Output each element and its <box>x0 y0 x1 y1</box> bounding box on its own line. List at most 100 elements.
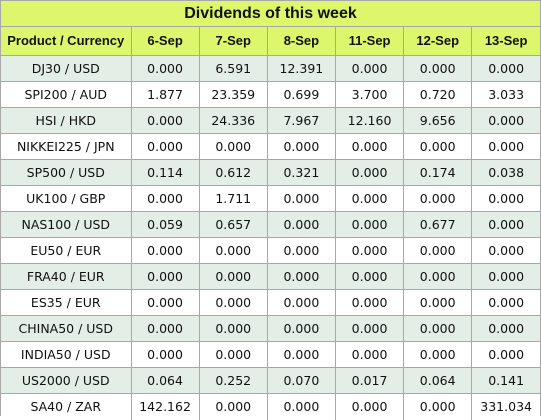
dividend-value-cell: 0.000 <box>198 236 268 264</box>
dividend-value-cell: 0.000 <box>198 262 268 290</box>
dividend-value-cell: 0.000 <box>130 314 200 342</box>
column-header-date: 8-Sep <box>266 27 336 56</box>
column-header-date: 7-Sep <box>198 27 268 56</box>
dividend-value-cell: 0.070 <box>266 366 336 394</box>
dividends-table: Product / Currency 6-Sep 7-Sep 8-Sep 11-… <box>1 27 540 420</box>
table-row: US2000 / USD 0.064 0.252 0.070 0.017 0.064 0.1… <box>1 366 540 394</box>
dividend-value-cell: 0.114 <box>130 158 200 186</box>
dividend-value-cell: 0.000 <box>198 314 268 342</box>
dividend-value-cell: 0.677 <box>403 210 473 238</box>
dividend-value-cell: 0.000 <box>471 262 540 290</box>
product-cell: ES35 / EUR <box>1 288 132 316</box>
dividend-value-cell: 0.000 <box>471 106 540 134</box>
dividend-value-cell: 0.000 <box>266 236 336 264</box>
dividend-value-cell: 3.700 <box>334 80 405 108</box>
dividend-value-cell: 0.000 <box>130 184 200 212</box>
dividend-value-cell: 0.064 <box>130 366 200 394</box>
dividend-value-cell: 0.657 <box>198 210 268 238</box>
dividend-value-cell: 0.000 <box>403 340 473 368</box>
dividend-value-cell: 3.033 <box>471 80 540 108</box>
table-body: DJ30 / USD 0.000 6.591 12.391 0.000 0.000 0.00… <box>1 54 540 420</box>
table-row: NAS100 / USD 0.059 0.657 0.000 0.000 0.677 0.0… <box>1 210 540 238</box>
dividend-value-cell: 0.000 <box>198 340 268 368</box>
dividend-value-cell: 7.967 <box>266 106 336 134</box>
dividend-value-cell: 0.252 <box>198 366 268 394</box>
table-row: DJ30 / USD 0.000 6.591 12.391 0.000 0.000 0.00… <box>1 54 540 82</box>
table-row: NIKKEI225 / JPN 0.000 0.000 0.000 0.000 0.000… <box>1 132 540 160</box>
dividend-value-cell: 0.000 <box>130 132 200 160</box>
dividend-value-cell: 0.000 <box>334 314 405 342</box>
product-cell: NIKKEI225 / JPN <box>1 132 132 160</box>
dividend-value-cell: 0.000 <box>334 184 405 212</box>
dividend-value-cell: 0.000 <box>266 314 336 342</box>
dividend-value-cell: 0.000 <box>130 262 200 290</box>
dividend-value-cell: 12.160 <box>334 106 405 134</box>
dividend-value-cell: 0.000 <box>266 288 336 316</box>
dividend-value-cell: 0.000 <box>266 340 336 368</box>
dividend-value-cell: 0.720 <box>403 80 473 108</box>
dividend-value-cell: 0.000 <box>403 288 473 316</box>
dividend-value-cell: 0.000 <box>334 210 405 238</box>
dividend-value-cell: 0.017 <box>334 366 405 394</box>
table-row: SPI200 / AUD 1.877 23.359 0.699 3.700 0.720 3.… <box>1 80 540 108</box>
table-row: INDIA50 / USD 0.000 0.000 0.000 0.000 0.000 0.… <box>1 340 540 368</box>
dividend-value-cell: 0.000 <box>334 262 405 290</box>
table-row: CHINA50 / USD 0.000 0.000 0.000 0.000 0.000 0.… <box>1 314 540 342</box>
table-row: FRA40 / EUR 0.000 0.000 0.000 0.000 0.000 0.00… <box>1 262 540 290</box>
dividend-value-cell: 0.000 <box>403 184 473 212</box>
product-cell: SA40 / ZAR <box>1 392 132 420</box>
dividend-value-cell: 0.000 <box>334 288 405 316</box>
dividend-value-cell: 0.000 <box>471 54 540 82</box>
dividend-value-cell: 24.336 <box>198 106 268 134</box>
column-header-date: 13-Sep <box>471 27 540 56</box>
dividend-value-cell: 23.359 <box>198 80 268 108</box>
table-row: UK100 / GBP 0.000 1.711 0.000 0.000 0.000 0.00… <box>1 184 540 212</box>
dividend-value-cell: 6.591 <box>198 54 268 82</box>
column-header-date: 12-Sep <box>403 27 473 56</box>
dividend-value-cell: 0.000 <box>130 106 200 134</box>
product-cell: FRA40 / EUR <box>1 262 132 290</box>
dividend-value-cell: 1.711 <box>198 184 268 212</box>
dividend-value-cell: 0.000 <box>130 54 200 82</box>
column-header-date: 6-Sep <box>130 27 200 56</box>
product-cell: INDIA50 / USD <box>1 340 132 368</box>
product-cell: NAS100 / USD <box>1 210 132 238</box>
dividend-value-cell: 0.000 <box>403 262 473 290</box>
dividend-value-cell: 0.000 <box>334 132 405 160</box>
dividend-value-cell: 0.000 <box>471 314 540 342</box>
dividend-value-cell: 0.000 <box>198 392 268 420</box>
dividend-value-cell: 0.000 <box>403 314 473 342</box>
table-row: SP500 / USD 0.114 0.612 0.321 0.000 0.174 0.03… <box>1 158 540 186</box>
dividend-value-cell: 0.064 <box>403 366 473 394</box>
dividend-value-cell: 0.699 <box>266 80 336 108</box>
dividend-value-cell: 0.000 <box>130 236 200 264</box>
dividend-value-cell: 0.000 <box>403 132 473 160</box>
table-row: EU50 / EUR 0.000 0.000 0.000 0.000 0.000 0.000 <box>1 236 540 264</box>
dividend-value-cell: 0.000 <box>198 288 268 316</box>
column-header-product: Product / Currency <box>1 27 132 56</box>
table-title: Dividends of this week <box>1 1 540 27</box>
dividend-value-cell: 0.000 <box>334 340 405 368</box>
dividend-value-cell: 0.141 <box>471 366 540 394</box>
dividend-value-cell: 0.000 <box>266 262 336 290</box>
dividend-value-cell: 1.877 <box>130 80 200 108</box>
dividend-value-cell: 0.000 <box>403 236 473 264</box>
dividend-value-cell: 0.174 <box>403 158 473 186</box>
dividend-value-cell: 0.000 <box>130 340 200 368</box>
dividend-value-cell: 0.000 <box>471 340 540 368</box>
dividend-value-cell: 0.038 <box>471 158 540 186</box>
dividend-value-cell: 0.000 <box>334 158 405 186</box>
product-cell: EU50 / EUR <box>1 236 132 264</box>
dividend-value-cell: 0.000 <box>198 132 268 160</box>
product-cell: DJ30 / USD <box>1 54 132 82</box>
dividend-value-cell: 0.000 <box>130 288 200 316</box>
dividend-value-cell: 0.059 <box>130 210 200 238</box>
dividend-value-cell: 0.000 <box>471 288 540 316</box>
dividend-value-cell: 0.612 <box>198 158 268 186</box>
dividend-value-cell: 12.391 <box>266 54 336 82</box>
header-row: Product / Currency 6-Sep 7-Sep 8-Sep 11-… <box>1 27 540 56</box>
product-cell: SP500 / USD <box>1 158 132 186</box>
product-cell: HSI / HKD <box>1 106 132 134</box>
dividend-value-cell: 0.321 <box>266 158 336 186</box>
